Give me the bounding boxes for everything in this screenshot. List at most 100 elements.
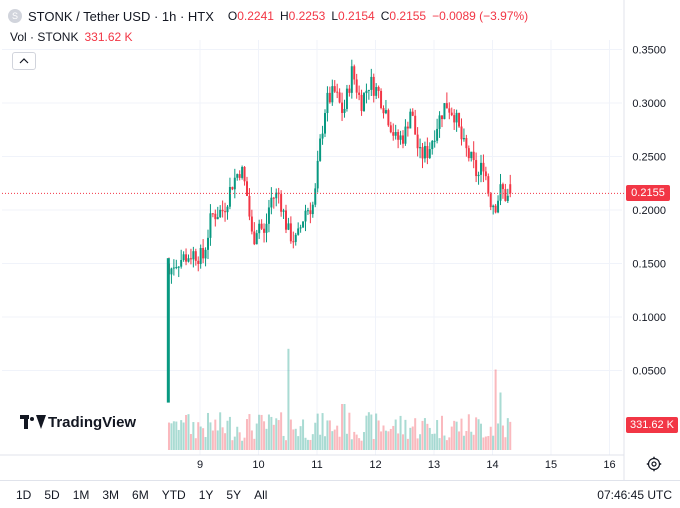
volume-bar xyxy=(372,438,375,450)
range-button-5y[interactable]: 5Y xyxy=(226,487,242,502)
volume-legend-label: Vol · STONK xyxy=(10,30,79,44)
candle-body xyxy=(438,115,441,129)
candle-body xyxy=(177,266,180,268)
range-button-1d[interactable]: 1D xyxy=(16,487,32,502)
candle-body xyxy=(392,132,395,136)
volume-bar xyxy=(221,427,224,450)
volume-bar xyxy=(280,412,283,450)
volume-bar xyxy=(370,414,373,450)
candle-body xyxy=(302,221,305,228)
range-selector: 1D 5D 1M 3M 6M YTD 1Y 5Y All xyxy=(0,488,267,502)
settings-gear-icon[interactable] xyxy=(646,456,662,472)
symbol-title[interactable]: STONK / Tether USD · 1h · HTX xyxy=(28,8,214,24)
volume-bar xyxy=(399,415,402,450)
candle-body xyxy=(362,93,365,111)
candle-body xyxy=(260,223,263,229)
candle-body xyxy=(297,228,300,235)
range-button-all[interactable]: All xyxy=(254,487,268,502)
volume-bar xyxy=(224,433,227,450)
volume-bar xyxy=(392,425,395,450)
candle-body xyxy=(436,128,439,141)
volume-bar xyxy=(331,431,334,450)
volume-bar xyxy=(492,435,495,450)
range-button-1y[interactable]: 1Y xyxy=(198,487,214,502)
candle-body xyxy=(311,204,314,215)
volume-bar xyxy=(170,423,173,450)
volume-bar xyxy=(287,348,290,450)
collapse-legend-button[interactable] xyxy=(12,52,36,70)
x-tick-label: 9 xyxy=(197,459,203,471)
volume-bar xyxy=(365,415,368,450)
volume-bar xyxy=(219,412,222,450)
candle-body xyxy=(233,177,236,190)
volume-bar xyxy=(367,412,370,450)
launch-candle xyxy=(166,258,170,403)
candle-body xyxy=(267,207,270,224)
candle-body xyxy=(250,216,253,232)
candle-body xyxy=(219,209,222,218)
candle-body xyxy=(377,87,380,91)
volume-bar xyxy=(428,427,431,450)
candle-body xyxy=(465,138,468,149)
candle-body xyxy=(189,258,192,260)
volume-legend[interactable]: Vol · STONK 331.62 K xyxy=(10,30,133,44)
candle-body xyxy=(404,126,407,144)
candle-body xyxy=(355,79,358,93)
volume-bar xyxy=(453,420,456,450)
candle-body xyxy=(187,258,190,262)
volume-bar xyxy=(389,428,392,450)
y-tick-label: 0.0500 xyxy=(632,366,666,378)
range-button-ytd[interactable]: YTD xyxy=(161,487,186,502)
volume-bar xyxy=(292,429,295,450)
x-tick-label: 12 xyxy=(369,459,381,471)
candle-body xyxy=(389,125,392,133)
volume-bar xyxy=(306,439,309,450)
tradingview-logo[interactable]: TradingView xyxy=(16,410,141,434)
candle-body xyxy=(216,217,219,220)
volume-bar xyxy=(209,422,212,450)
candle-body xyxy=(358,92,361,95)
candle-body xyxy=(197,260,200,265)
volume-bar xyxy=(438,438,441,450)
volume-bar xyxy=(419,434,422,450)
volume-bar xyxy=(336,425,339,450)
candle-body xyxy=(453,115,456,123)
volume-bar xyxy=(236,426,239,450)
volume-bar xyxy=(284,440,287,450)
candle-body xyxy=(462,138,465,140)
range-button-6m[interactable]: 6M xyxy=(132,487,149,502)
utc-clock[interactable]: 07:46:45 UTC xyxy=(597,488,672,502)
volume-bar xyxy=(455,421,458,450)
volume-bar xyxy=(275,418,278,450)
volume-bar xyxy=(426,423,429,450)
volume-bar xyxy=(321,413,324,450)
candle-body xyxy=(489,193,492,208)
volume-bar xyxy=(243,437,246,450)
tradingview-logo-icon xyxy=(20,415,46,429)
candle-body xyxy=(509,184,512,194)
volume-bar xyxy=(233,436,236,450)
last-volume-tag: 331.62 K xyxy=(626,417,678,433)
candle-body xyxy=(236,174,239,178)
volume-bar xyxy=(302,419,305,450)
candle-body xyxy=(492,205,495,208)
candle-body xyxy=(192,251,195,260)
candle-body xyxy=(414,115,417,135)
candle-body xyxy=(448,108,451,113)
candle-body xyxy=(199,248,202,265)
candle-body xyxy=(394,132,397,136)
candle-body xyxy=(331,86,334,103)
range-button-3m[interactable]: 3M xyxy=(102,487,120,502)
volume-bar xyxy=(187,414,190,450)
candle-body xyxy=(450,112,453,116)
candle-body xyxy=(328,92,331,103)
range-button-5d[interactable]: 5D xyxy=(44,487,60,502)
volume-bar xyxy=(450,426,453,450)
candle-body xyxy=(263,228,266,233)
candle-body xyxy=(460,126,463,140)
volume-bar xyxy=(458,431,461,450)
chart-header: S STONK / Tether USD · 1h · HTX O0.2241 … xyxy=(8,6,528,26)
range-button-1m[interactable]: 1M xyxy=(72,487,90,502)
candle-body xyxy=(409,111,412,129)
